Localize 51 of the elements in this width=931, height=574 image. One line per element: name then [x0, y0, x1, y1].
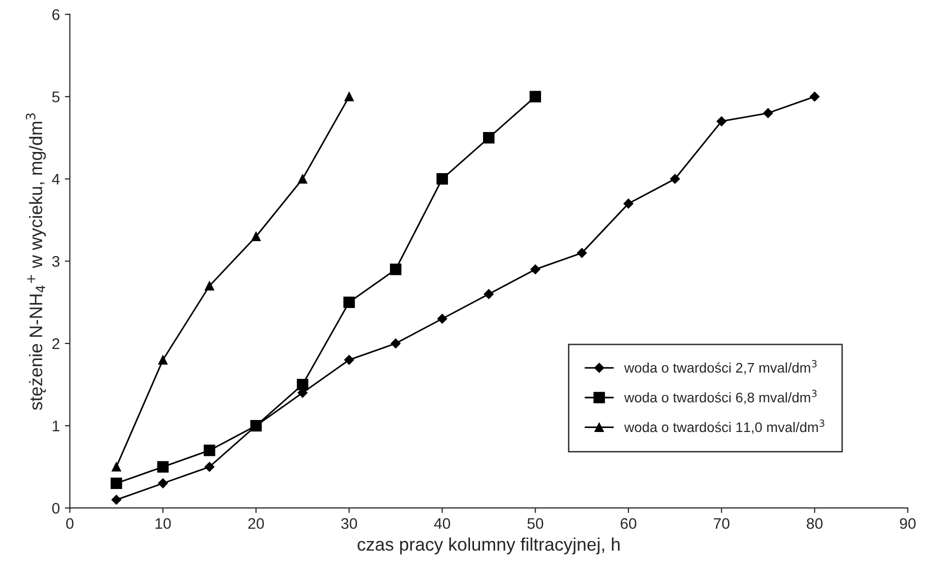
point — [530, 264, 540, 274]
x-tick-label: 20 — [248, 518, 264, 529]
x-tick-label: 40 — [434, 518, 450, 529]
point — [576, 248, 587, 258]
point — [810, 92, 820, 102]
point — [484, 289, 494, 300]
x-axis-title: czas pracy kolumny filtracyjnej, h — [358, 538, 620, 554]
point — [483, 132, 495, 144]
y-axis-title: stężenie N-NH$_{4}$$^{+}$ w wycieku, mg/dm$^{3}$ — [26, 113, 46, 410]
y-tick-label: 0 — [52, 502, 60, 514]
x-tick-label: 70 — [714, 518, 730, 529]
y-tick-label: 5 — [52, 92, 60, 102]
point — [204, 444, 216, 456]
legend-label: woda o twardości 2,7 mval/dm$^{3}$ — [624, 360, 817, 374]
point — [112, 462, 122, 472]
point — [436, 173, 448, 185]
point — [344, 92, 354, 102]
point — [251, 232, 261, 242]
point — [530, 90, 542, 102]
x-tick-label: 0 — [66, 518, 74, 529]
point — [344, 354, 354, 365]
point — [343, 296, 355, 308]
point — [296, 378, 308, 390]
point — [716, 116, 726, 126]
x-tick-label: 80 — [806, 518, 823, 529]
y-tick-label: 1 — [52, 420, 60, 432]
point — [437, 314, 448, 324]
point — [158, 355, 168, 365]
y-tick-label: 3 — [52, 256, 60, 267]
x-tick-label: 50 — [527, 518, 544, 529]
point — [204, 462, 214, 472]
y-tick-label: 2 — [52, 338, 60, 349]
point — [390, 264, 402, 276]
point — [204, 281, 214, 291]
point — [670, 174, 680, 184]
point — [390, 338, 401, 348]
y-tick-label: 6 — [52, 9, 60, 20]
x-tick-label: 30 — [341, 518, 358, 529]
point — [623, 198, 634, 209]
point — [111, 494, 122, 505]
point — [157, 461, 169, 473]
x-tick-label: 90 — [900, 518, 916, 529]
x-tick-label: 10 — [156, 518, 171, 529]
legend-label: woda o twardości 11,0 mval/dm$^{3}$ — [624, 419, 824, 434]
point — [763, 108, 774, 118]
y-tick-label: 4 — [52, 174, 60, 184]
point — [298, 174, 308, 184]
point — [158, 478, 168, 488]
legend-label: woda o twardości 6,8 mval/dm$^{3}$ — [624, 390, 817, 404]
point — [110, 478, 122, 490]
x-tick-label: 60 — [620, 518, 636, 529]
